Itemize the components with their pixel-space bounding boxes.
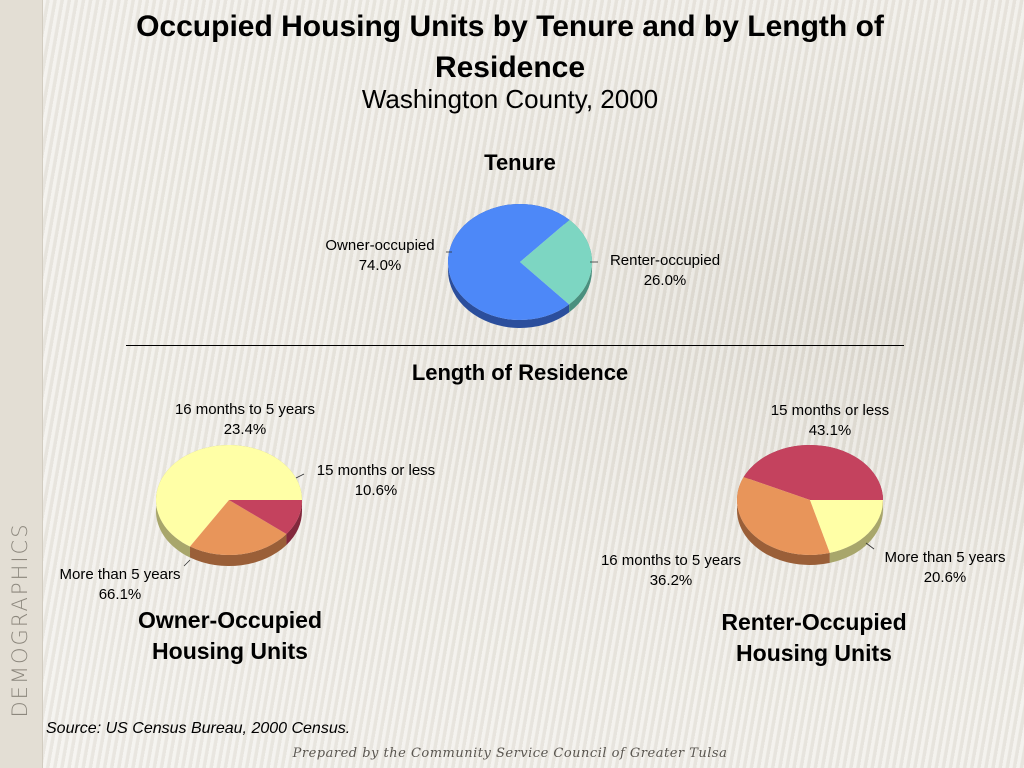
value-label: 36.2%	[649, 572, 693, 589]
leader-line	[865, 542, 875, 550]
section-divider	[126, 345, 904, 346]
pie-slice-side	[737, 477, 830, 565]
category-label: More than 5 years	[884, 549, 1006, 566]
value-label: 43.1%	[808, 422, 852, 439]
pie-slice	[155, 445, 302, 547]
category-label: Renter-occupied	[609, 252, 721, 269]
value-label: 66.1%	[98, 586, 142, 603]
pie-label-16-months-to-5-years: 16 months to 5 years 23.4%	[150, 400, 340, 440]
pie-label-16-months-to-5-years: 16 months to 5 years 36.2%	[580, 551, 762, 591]
category-label: 15 months or less	[316, 462, 436, 479]
value-label: 10.6%	[354, 482, 398, 499]
pie-slice	[810, 500, 883, 553]
pie-slice	[520, 219, 592, 305]
page-subtitle: Washington County, 2000	[361, 84, 659, 114]
pie-slice	[229, 500, 302, 534]
pie-label-more-than-5-years: More than 5 years 66.1%	[40, 565, 200, 605]
value-label: 20.6%	[923, 569, 967, 586]
pie-slice	[190, 500, 287, 555]
pie-slice	[737, 477, 830, 555]
source-note: Source: US Census Bureau, 2000 Census.	[46, 720, 351, 737]
length-of-residence-title: Length of Residence	[411, 360, 629, 385]
pie-label-15-months-or-less: 15 months or less 43.1%	[750, 401, 910, 441]
leader-line	[295, 473, 305, 479]
pie-slice-side	[829, 500, 883, 563]
pie-slice	[448, 204, 570, 320]
category-label: 16 months to 5 years	[600, 552, 742, 569]
tenure-chart-title: Tenure	[484, 150, 556, 175]
category-label: Owner-occupied	[325, 237, 435, 254]
value-label: 74.0%	[358, 257, 402, 274]
tenure-pie-chart	[446, 204, 598, 328]
pie-label-15-months-or-less: 15 months or less 10.6%	[296, 461, 456, 501]
pie-slice-side	[286, 500, 302, 545]
value-label: 26.0%	[643, 272, 687, 289]
category-label: 16 months to 5 years	[174, 401, 316, 418]
leader-line	[183, 559, 191, 567]
pie-label-owner-occupied: Owner-occupied 74.0%	[305, 236, 455, 276]
category-label: More than 5 years	[59, 566, 181, 583]
pie-label-more-than-5-years: More than 5 years 20.6%	[865, 548, 1024, 588]
pie-slice-side	[190, 533, 287, 566]
side-label: DEMOGRAPHICS	[8, 522, 32, 718]
owner-occupied-caption: Owner-Occupied Housing Units	[137, 607, 323, 664]
page-title: Occupied Housing Units by Tenure and by …	[136, 10, 884, 84]
footer-credit: Prepared by the Community Service Counci…	[292, 746, 728, 761]
owner-occupied-pie-chart	[155, 445, 305, 567]
category-label: 15 months or less	[770, 402, 890, 419]
renter-occupied-pie-chart	[737, 445, 883, 565]
side-bar: DEMOGRAPHICS	[0, 0, 43, 768]
value-label: 23.4%	[223, 421, 267, 438]
pie-slice	[743, 445, 883, 500]
pie-label-renter-occupied: Renter-occupied 26.0%	[590, 251, 740, 291]
renter-occupied-caption: Renter-Occupied Housing Units	[721, 609, 907, 666]
